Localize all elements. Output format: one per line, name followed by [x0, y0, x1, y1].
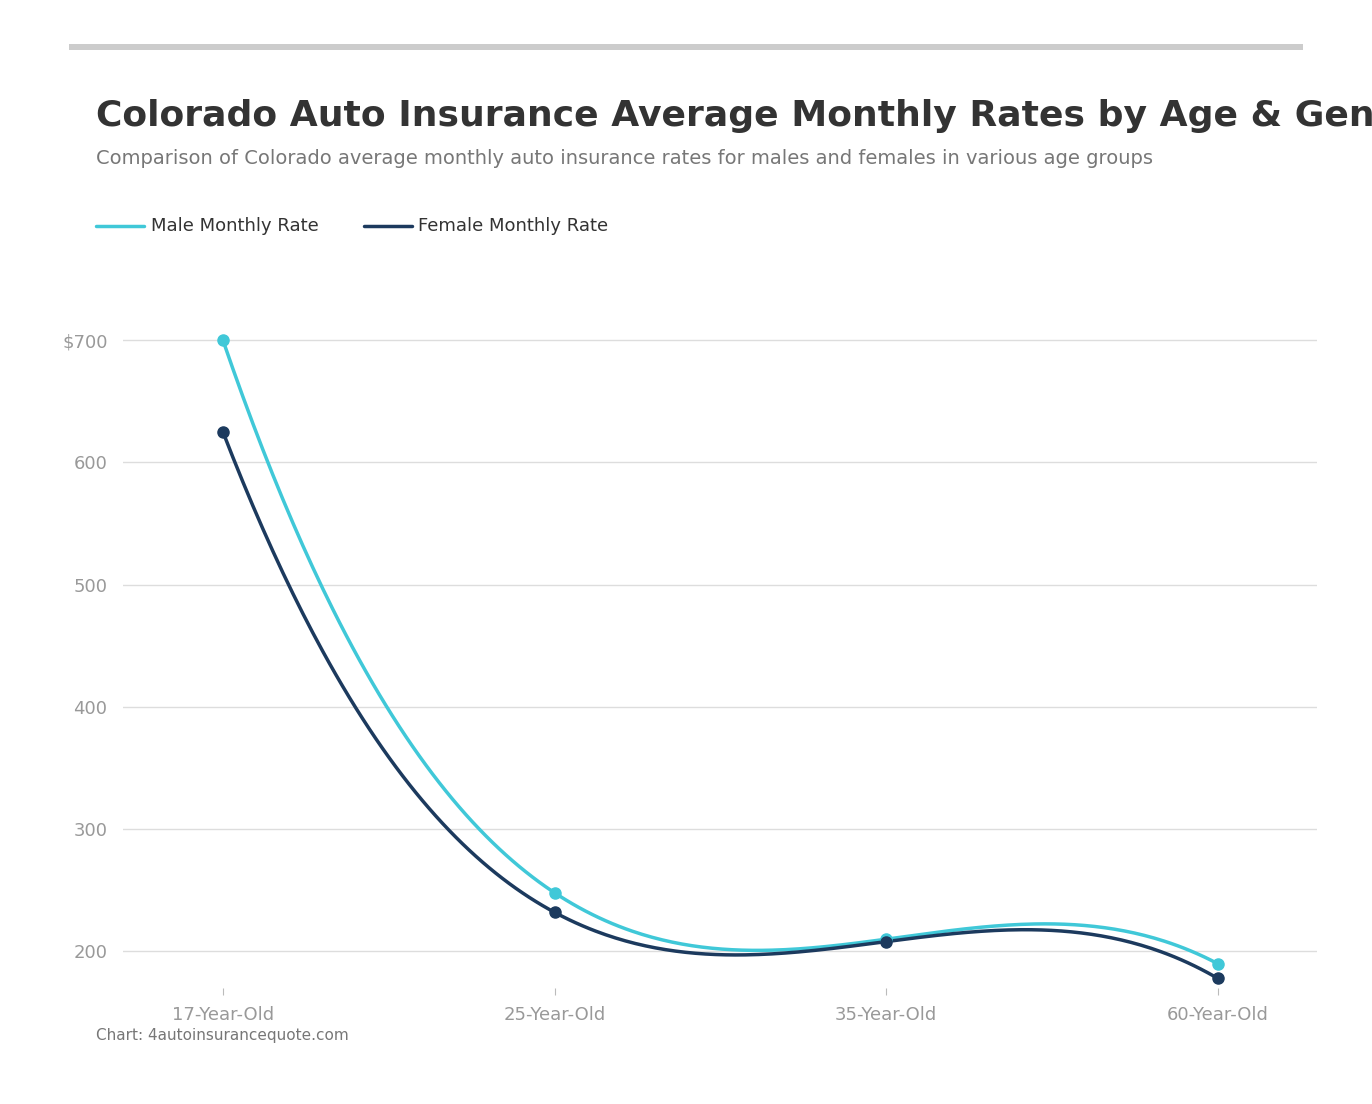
Text: Colorado Auto Insurance Average Monthly Rates by Age & Gender: Colorado Auto Insurance Average Monthly …	[96, 99, 1372, 134]
Text: Chart: 4autoinsurancequote.com: Chart: 4autoinsurancequote.com	[96, 1028, 348, 1043]
Text: Comparison of Colorado average monthly auto insurance rates for males and female: Comparison of Colorado average monthly a…	[96, 149, 1152, 168]
Text: Male Monthly Rate: Male Monthly Rate	[151, 217, 318, 235]
Text: Female Monthly Rate: Female Monthly Rate	[418, 217, 609, 235]
